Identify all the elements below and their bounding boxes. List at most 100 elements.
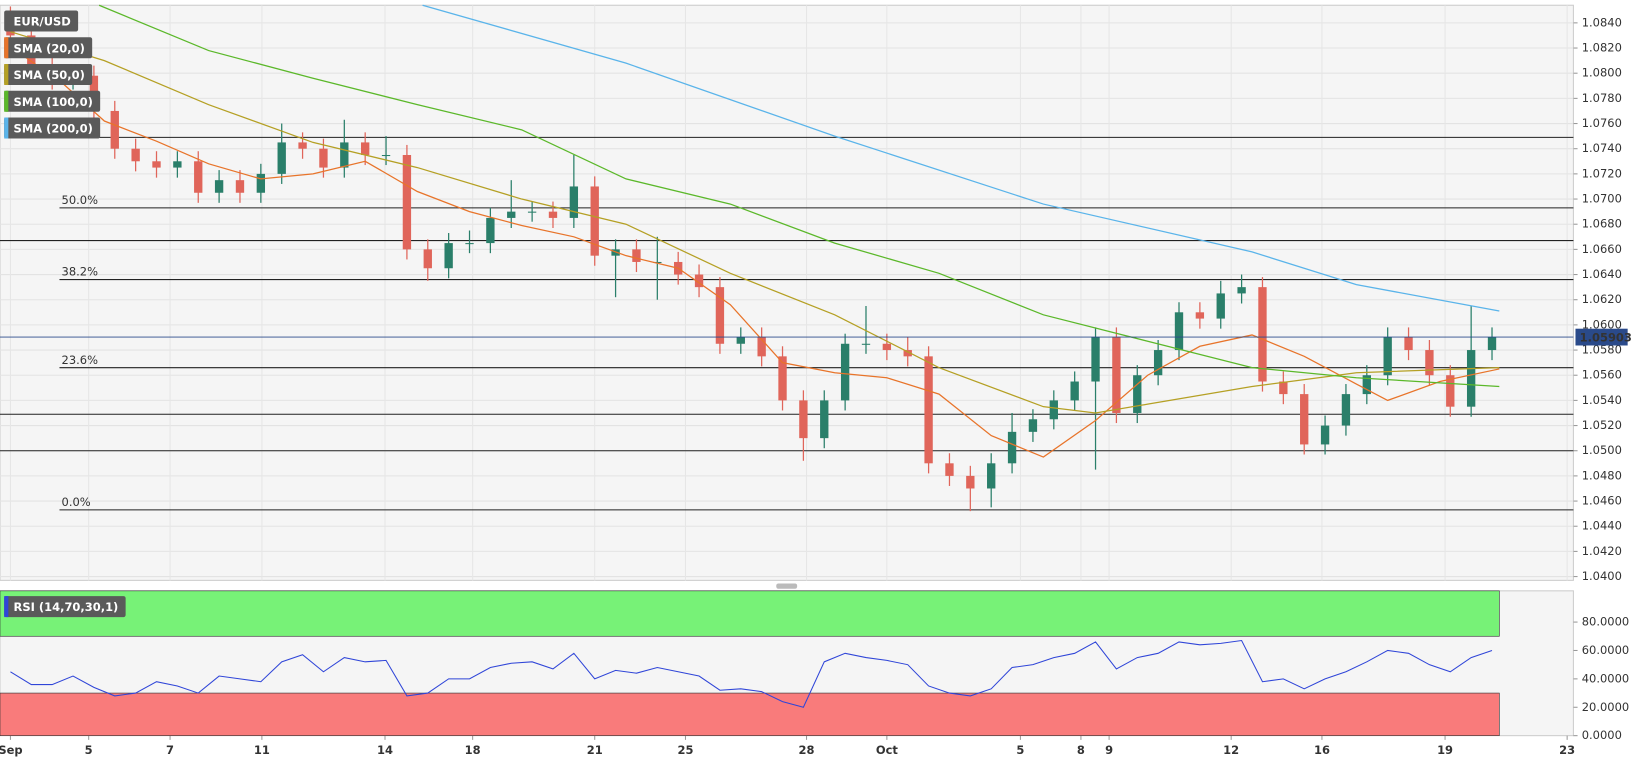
legend-label: SMA (200,0): [14, 122, 93, 136]
candle-body: [799, 400, 808, 439]
y-tick-label: 1.0480: [1582, 468, 1622, 482]
x-tick-label: 12: [1223, 743, 1239, 757]
candle-body: [590, 186, 599, 256]
candle-body: [131, 148, 140, 162]
legend-item: SMA (200,0): [4, 117, 101, 139]
legend-swatch: [4, 64, 9, 86]
y-tick-label: 1.0680: [1582, 217, 1622, 231]
x-tick-label: 28: [799, 743, 815, 757]
level-label: 38.2%: [62, 265, 98, 279]
overbought-zone: [0, 590, 1500, 637]
candle-body: [1153, 350, 1163, 376]
candle-body: [1258, 287, 1267, 382]
candle-body: [1049, 400, 1058, 420]
y-tick-label: 40.0000: [1582, 671, 1629, 685]
candle-body: [1028, 419, 1038, 432]
rsi-line: [10, 639, 1493, 708]
candle-body: [1425, 350, 1434, 376]
x-tick-label: 8: [1077, 743, 1085, 757]
sma-line: [10, 31, 1500, 414]
candle-body: [235, 180, 245, 193]
x-tick-label: 18: [465, 743, 481, 757]
x-tick-label: 19: [1437, 743, 1453, 757]
candle-body: [152, 161, 161, 168]
legend-box: [4, 64, 93, 86]
x-tick-label: 16: [1314, 743, 1330, 757]
legend-label: SMA (20,0): [14, 41, 85, 55]
candle-body: [1341, 394, 1351, 426]
y-tick-label: 1.0440: [1582, 519, 1622, 533]
y-tick-label: 1.0700: [1582, 192, 1622, 206]
candle-body: [1195, 312, 1205, 319]
candle-body: [820, 400, 829, 439]
candle-body: [778, 356, 787, 401]
legend-item: EUR/USD: [4, 10, 79, 32]
candle-body: [277, 142, 286, 174]
candle-body: [298, 142, 307, 149]
candle-body: [1279, 381, 1288, 395]
level-label: 50.0%: [62, 193, 98, 207]
x-tick-label: 21: [587, 743, 603, 757]
candle-body: [1112, 337, 1121, 413]
y-tick-label: 1.0540: [1582, 393, 1622, 407]
y-tick-label: 1.0620: [1582, 292, 1622, 306]
x-tick-label: 25: [678, 743, 694, 757]
y-tick-label: 1.0840: [1582, 15, 1622, 29]
legend-item: RSI (14,70,30,1): [4, 596, 126, 618]
y-tick-label: 1.0460: [1582, 494, 1622, 508]
candle-body: [840, 343, 850, 401]
candle-body: [486, 217, 495, 244]
y-tick-label: 80.0000: [1582, 615, 1629, 629]
candle-body: [903, 350, 912, 357]
candle-body: [319, 148, 328, 168]
candle-body: [1487, 337, 1497, 351]
y-tick-label: 1.0580: [1582, 343, 1622, 357]
candle-body: [214, 180, 224, 193]
candle-body: [1070, 381, 1079, 401]
candle-body: [381, 154, 391, 157]
legend-item: SMA (20,0): [4, 37, 93, 59]
candle-body: [1133, 375, 1142, 413]
candle-body: [632, 249, 641, 262]
candle-body: [1300, 394, 1309, 445]
legend-box: [4, 596, 126, 618]
legend-item: SMA (50,0): [4, 64, 93, 86]
x-tick-label: 23: [1559, 743, 1575, 757]
candle-body: [694, 274, 704, 288]
x-tick-label: 7: [166, 743, 174, 757]
candle-body: [340, 142, 349, 168]
y-tick-label: 1.0760: [1582, 116, 1622, 130]
candle-body: [1237, 287, 1246, 294]
y-tick-label: 1.0820: [1582, 41, 1622, 55]
candle-body: [924, 356, 933, 464]
x-tick-label: 9: [1105, 743, 1113, 757]
candle-body: [569, 186, 579, 218]
legend-box: [4, 37, 93, 59]
legend-swatch: [4, 37, 9, 59]
legend-label: SMA (50,0): [14, 68, 85, 82]
candle-body: [966, 475, 975, 489]
y-tick-label: 1.0800: [1582, 66, 1622, 80]
y-tick-label: 1.0740: [1582, 141, 1622, 155]
y-tick-label: 1.0520: [1582, 418, 1622, 432]
y-tick-label: 0.0000: [1582, 728, 1622, 742]
sma-line: [10, 46, 1500, 458]
y-tick-label: 1.0640: [1582, 267, 1622, 281]
candle-body: [361, 142, 370, 155]
candle-body: [1091, 337, 1100, 382]
candle-body: [1320, 425, 1330, 445]
legend-label: RSI (14,70,30,1): [14, 600, 119, 614]
y-tick-label: 1.0500: [1582, 443, 1622, 457]
last-price-label: 1.05903: [1580, 331, 1632, 345]
level-label: 0.0%: [62, 495, 91, 509]
y-tick-label: 60.0000: [1582, 643, 1629, 657]
sma-line: [98, 4, 1500, 388]
y-tick-label: 1.0420: [1582, 544, 1622, 558]
y-tick-label: 20.0000: [1582, 700, 1629, 714]
candle-body: [1174, 312, 1184, 351]
candle-body: [256, 173, 266, 193]
panel-resize-handle[interactable]: [776, 583, 798, 589]
candle-body: [110, 110, 119, 149]
candle-body: [1216, 293, 1225, 319]
